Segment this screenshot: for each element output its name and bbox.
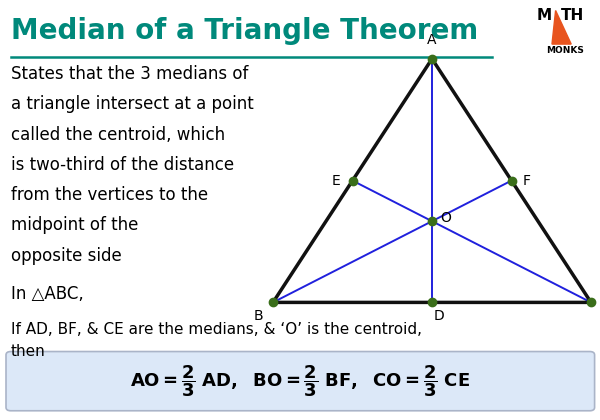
Text: If AD, BF, & CE are the medians, & ‘O’ is the centroid,: If AD, BF, & CE are the medians, & ‘O’ i… [11,322,422,337]
Text: F: F [523,173,530,188]
Text: a triangle intersect at a point: a triangle intersect at a point [11,95,254,113]
Text: In △ABC,: In △ABC, [11,285,83,303]
Text: called the centroid, which: called the centroid, which [11,126,225,144]
Text: C: C [599,309,600,323]
Text: TH: TH [561,8,584,24]
Text: midpoint of the: midpoint of the [11,216,138,234]
Text: States that the 3 medians of: States that the 3 medians of [11,65,248,83]
Text: MONKS: MONKS [546,46,584,55]
Text: B: B [253,309,263,323]
Text: D: D [434,309,445,323]
FancyBboxPatch shape [6,352,595,411]
Text: is two-third of the distance: is two-third of the distance [11,156,234,174]
Text: then: then [11,344,46,360]
Text: Median of a Triangle Theorem: Median of a Triangle Theorem [11,17,478,45]
Text: $\mathbf{AO = \dfrac{2}{3}\ AD,\ \ BO = \dfrac{2}{3}\ BF,\ \ CO = \dfrac{2}{3}\ : $\mathbf{AO = \dfrac{2}{3}\ AD,\ \ BO = … [130,363,470,399]
Text: opposite side: opposite side [11,247,122,265]
Text: E: E [331,173,340,188]
Text: O: O [440,211,451,225]
Polygon shape [552,10,571,44]
Text: from the vertices to the: from the vertices to the [11,186,208,204]
Text: M: M [537,8,552,24]
Text: A: A [427,33,437,47]
